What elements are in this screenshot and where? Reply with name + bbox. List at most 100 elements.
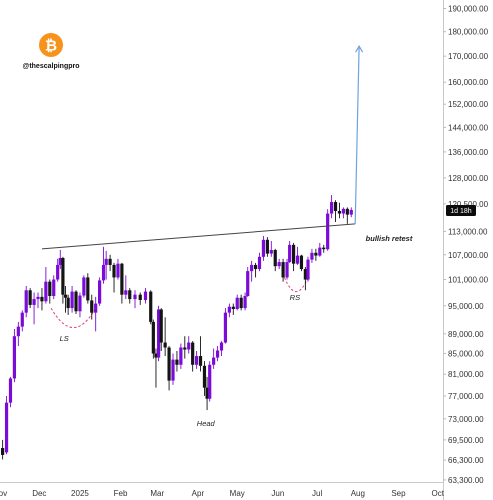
candle-body [24, 290, 28, 313]
candle [303, 266, 307, 291]
candle-body [273, 250, 277, 267]
candle-body [303, 269, 307, 280]
candle [133, 290, 137, 309]
candle-body [322, 247, 326, 250]
candle-body [179, 347, 183, 365]
y-tick-label: 128,000.00 [448, 174, 489, 183]
x-tick-label: Oct [432, 489, 445, 498]
y-tick-label: 107,000.00 [448, 251, 489, 260]
candle-body [138, 294, 142, 300]
candle-body [104, 258, 108, 265]
candle [86, 273, 90, 304]
candle-body [333, 202, 338, 212]
candle [345, 207, 349, 224]
candle-body [32, 299, 36, 305]
annotation-label: Head [197, 419, 216, 428]
x-tick-label: Jul [312, 489, 322, 498]
candle [326, 209, 330, 251]
candle [250, 260, 254, 282]
candle [94, 296, 98, 332]
y-tick-label: 85,000.00 [448, 350, 484, 359]
candle-body [231, 306, 235, 309]
candle [239, 294, 243, 311]
candle-body [101, 264, 106, 281]
candle-body [187, 342, 191, 350]
candle-body [167, 347, 171, 381]
neckline [41, 223, 356, 250]
candle [179, 343, 183, 369]
candle [20, 310, 24, 332]
candles [1, 195, 353, 460]
candle [223, 308, 228, 344]
candle-body [223, 312, 228, 343]
candle [171, 353, 175, 385]
target-arrow-line [354, 46, 360, 224]
candle [70, 285, 74, 313]
candle-body [16, 326, 20, 337]
candle [295, 246, 300, 265]
candle-body [28, 290, 32, 305]
candle [322, 244, 326, 253]
candle [12, 329, 17, 383]
candle [90, 294, 94, 320]
candle [52, 275, 56, 300]
brand: ₿ @thescalpingpro [23, 33, 80, 70]
candle-body [66, 297, 70, 309]
candle [58, 250, 62, 270]
candle-body [175, 359, 179, 365]
y-tick-label: 73,000.00 [448, 415, 484, 424]
candle [4, 395, 9, 455]
candle-body [56, 264, 60, 280]
candle [82, 275, 86, 298]
candle [329, 195, 334, 219]
annotation-labels: LS Head RS bullish retest [60, 234, 413, 428]
countdown-badge: 1d 18h [446, 205, 476, 216]
candle-body [314, 252, 318, 256]
shoulder-arc [50, 307, 97, 328]
candle [167, 346, 171, 391]
candle [138, 292, 142, 305]
candle-body [253, 264, 258, 270]
candle-body [212, 357, 216, 365]
pattern-annotations [50, 277, 309, 328]
candle [310, 248, 314, 263]
candle [333, 200, 338, 223]
candle-body [156, 309, 161, 358]
candle [285, 258, 289, 280]
y-tick-label: 69,500.00 [448, 436, 484, 445]
x-tick-label: Nov [0, 489, 7, 498]
candle [291, 242, 296, 272]
countdown-badge-label: 1d 18h [450, 208, 472, 215]
trend-lines [41, 45, 364, 250]
candle-body [265, 239, 269, 254]
candle-body [78, 295, 82, 312]
candle-body [227, 306, 231, 313]
candle-body [36, 296, 40, 300]
candle [277, 258, 281, 270]
candle-body [154, 353, 158, 358]
candle-body [349, 209, 353, 215]
candle-body [143, 291, 148, 300]
candle-body [306, 259, 310, 280]
candle-body [12, 336, 17, 379]
candle [246, 266, 250, 297]
candle-body [194, 356, 199, 365]
candle-body [1, 447, 5, 455]
countdown-badge-bg [446, 205, 476, 216]
candle [159, 308, 163, 352]
candle [1, 439, 5, 460]
candle [306, 256, 310, 282]
candle-body [40, 296, 44, 302]
candle-body [171, 359, 175, 381]
candle-body [151, 321, 155, 354]
candle [314, 248, 318, 261]
candle [191, 341, 195, 372]
x-tick-label: Sep [391, 489, 406, 498]
candle-body [202, 365, 207, 388]
candle [66, 294, 70, 315]
x-tick-label: May [230, 489, 245, 498]
candle-body [205, 387, 209, 399]
candle-body [52, 279, 56, 296]
candle-body [239, 297, 243, 309]
candle [36, 292, 40, 309]
